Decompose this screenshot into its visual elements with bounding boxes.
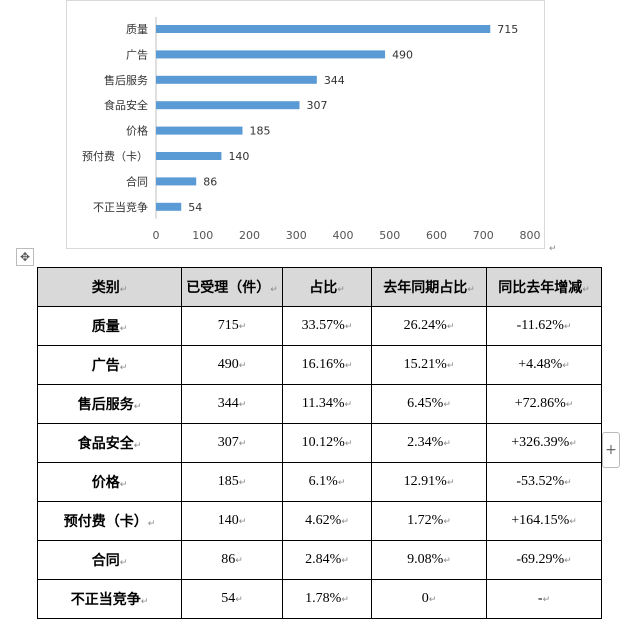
header-category: 类别↵	[37, 267, 182, 307]
category-label: 合同	[126, 174, 148, 188]
cell-yoy-change: +4.48%↵	[486, 345, 602, 385]
move-icon[interactable]: ✥	[16, 248, 34, 266]
cell-category: 预付费（卡）↵	[37, 501, 182, 541]
cell-last-year-share: 12.91%↵	[371, 462, 487, 502]
bar	[156, 75, 317, 84]
cell-category: 售后服务↵	[37, 384, 182, 424]
data-label: 307	[307, 99, 328, 112]
table-row: 食品安全↵ 307↵ 10.12%↵ 2.34%↵ +326.39%↵	[37, 423, 602, 463]
cell-category: 价格↵	[37, 462, 182, 502]
x-tick-label: 200	[239, 229, 260, 242]
cell-last-year-share: 1.72%↵	[371, 501, 487, 541]
data-label: 490	[392, 48, 413, 61]
x-tick-label: 500	[379, 229, 400, 242]
table-row: 预付费（卡）↵ 140↵ 4.62%↵ 1.72%↵ +164.15%↵	[37, 501, 602, 541]
data-label: 54	[188, 201, 202, 214]
bar	[156, 50, 386, 59]
cell-accepted: 140↵	[181, 501, 283, 541]
x-tick-label: 300	[286, 229, 307, 242]
cell-category: 广告↵	[37, 345, 182, 385]
x-tick-label: 100	[192, 229, 213, 242]
data-label: 185	[249, 125, 270, 138]
cell-share: 1.78%↵	[282, 579, 372, 619]
cell-share: 10.12%↵	[282, 423, 372, 463]
header-accepted: 已受理（件）↵	[181, 267, 283, 307]
chart-frame[interactable]: 质量 715 广告 490 售后服务 344 食品安全 307 价格 185 预付费（卡） 140 合同…	[66, 0, 545, 249]
cell-category: 食品安全↵	[37, 423, 182, 463]
bar	[156, 202, 182, 211]
cell-yoy-change: +326.39%↵	[486, 423, 602, 463]
table-row: 质量↵ 715↵ 33.57%↵ 26.24%↵ -11.62%↵	[37, 306, 602, 346]
cell-share: 11.34%↵	[282, 384, 372, 424]
table-row: 广告↵ 490↵ 16.16%↵ 15.21%↵ +4.48%↵	[37, 345, 602, 385]
x-tick-label: 0	[153, 229, 160, 242]
category-label: 广告	[126, 48, 148, 61]
header-yoy-change: 同比去年增减↵	[486, 267, 602, 307]
cell-accepted: 86↵	[181, 540, 283, 580]
cell-share: 6.1%↵	[282, 462, 372, 502]
cell-last-year-share: 2.34%↵	[371, 423, 487, 463]
cell-accepted: 715↵	[181, 306, 283, 346]
cell-accepted: 344↵	[181, 384, 283, 424]
table-row: 价格↵ 185↵ 6.1%↵ 12.91%↵ -53.52%↵	[37, 462, 602, 502]
bar	[156, 177, 197, 186]
cell-yoy-change: -11.62%↵	[486, 306, 602, 346]
cell-category: 合同↵	[37, 540, 182, 580]
cell-last-year-share: 6.45%↵	[371, 384, 487, 424]
bar	[156, 152, 222, 160]
table-row: 合同↵ 86↵ 2.84%↵ 9.08%↵ -69.29%↵	[37, 540, 602, 580]
data-label: 344	[324, 74, 345, 87]
category-label: 食品安全	[104, 98, 148, 112]
bar-chart: 质量 715 广告 490 售后服务 344 食品安全 307 价格 185 预付费（卡） 140 合同…	[82, 17, 541, 242]
bar	[156, 101, 300, 110]
cell-yoy-change: -69.29%↵	[486, 540, 602, 580]
data-table: 类别↵ 已受理（件）↵ 占比↵ 去年同期占比↵ 同比去年增减↵ 质量↵ 715↵…	[37, 267, 602, 619]
table-header-row: 类别↵ 已受理（件）↵ 占比↵ 去年同期占比↵ 同比去年增减↵	[37, 267, 602, 307]
plus-icon[interactable]: +	[602, 432, 620, 468]
data-label: 140	[228, 150, 249, 163]
bar	[156, 126, 243, 135]
cell-share: 4.62%↵	[282, 501, 372, 541]
category-label: 不正当竞争	[93, 200, 148, 214]
cell-share: 33.57%↵	[282, 306, 372, 346]
cell-yoy-change: +164.15%↵	[486, 501, 602, 541]
cell-accepted: 54↵	[181, 579, 283, 619]
cell-last-year-share: 15.21%↵	[371, 345, 487, 385]
cell-share: 16.16%↵	[282, 345, 372, 385]
cell-yoy-change: -53.52%↵	[486, 462, 602, 502]
cell-accepted: 307↵	[181, 423, 283, 463]
category-label: 质量	[126, 23, 148, 36]
header-last-year-share: 去年同期占比↵	[371, 267, 487, 307]
cell-accepted: 490↵	[181, 345, 283, 385]
category-label: 售后服务	[104, 73, 148, 87]
cell-last-year-share: 0↵	[371, 579, 487, 619]
x-tick-label: 600	[426, 229, 447, 242]
bar	[156, 25, 491, 33]
cell-last-year-share: 26.24%↵	[371, 306, 487, 346]
cell-category: 不正当竞争↵	[37, 579, 182, 619]
paragraph-mark-icon: ↵	[549, 244, 557, 254]
table-row: 不正当竞争↵ 54↵ 1.78%↵ 0↵ -↵	[37, 579, 602, 619]
cell-accepted: 185↵	[181, 462, 283, 502]
cell-yoy-change: -↵	[486, 579, 602, 619]
data-label: 86	[203, 175, 217, 188]
category-label: 价格	[126, 124, 148, 138]
cell-share: 2.84%↵	[282, 540, 372, 580]
cell-category: 质量↵	[37, 306, 182, 346]
table-row: 售后服务↵ 344↵ 11.34%↵ 6.45%↵ +72.86%↵	[37, 384, 602, 424]
category-label: 预付费（卡）	[82, 150, 148, 163]
x-tick-label: 700	[473, 229, 494, 242]
data-label: 715	[497, 23, 518, 36]
header-share: 占比↵	[282, 267, 372, 307]
cell-yoy-change: +72.86%↵	[486, 384, 602, 424]
cell-last-year-share: 9.08%↵	[371, 540, 487, 580]
x-tick-label: 400	[333, 229, 354, 242]
x-tick-label: 800	[520, 229, 541, 242]
